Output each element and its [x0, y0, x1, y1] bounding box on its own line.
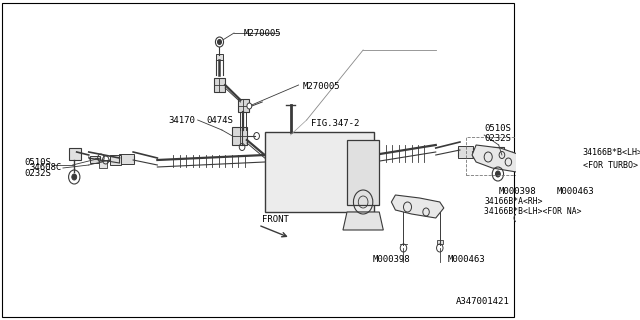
Bar: [467, 137, 532, 175]
Text: 34170: 34170: [168, 116, 195, 124]
Bar: [99, 160, 108, 168]
Text: 34166B*B<LH><FOR NA>: 34166B*B<LH><FOR NA>: [484, 207, 582, 217]
Text: M270005: M270005: [243, 28, 281, 37]
Text: M000463: M000463: [557, 188, 595, 196]
Circle shape: [72, 174, 77, 180]
Text: 34608C: 34608C: [29, 163, 61, 172]
Bar: [265, 132, 374, 212]
Circle shape: [218, 39, 221, 44]
Circle shape: [216, 37, 223, 47]
Bar: [492, 147, 504, 157]
Text: 0232S: 0232S: [484, 133, 511, 142]
Bar: [436, 240, 443, 244]
Text: M000398: M000398: [499, 188, 536, 196]
Text: 0510S: 0510S: [484, 124, 511, 132]
Text: M000463: M000463: [448, 255, 486, 265]
Bar: [214, 78, 225, 92]
Bar: [238, 99, 248, 112]
Circle shape: [247, 103, 252, 109]
Bar: [90, 156, 100, 163]
Bar: [120, 154, 134, 164]
Bar: [216, 54, 223, 60]
Polygon shape: [392, 195, 444, 218]
Text: 0510S: 0510S: [24, 157, 51, 166]
Text: 34166B*A<RH>: 34166B*A<RH>: [484, 197, 543, 206]
Text: A347001421: A347001421: [456, 298, 510, 307]
Text: FIG.347-2: FIG.347-2: [310, 118, 359, 127]
Bar: [347, 140, 380, 205]
Text: M270005: M270005: [303, 82, 340, 91]
Text: FRONT: FRONT: [262, 215, 289, 225]
Text: 0232S: 0232S: [24, 169, 51, 178]
Text: <FOR TURBO>: <FOR TURBO>: [582, 161, 637, 170]
Text: 34166B*B<LH>: 34166B*B<LH>: [582, 148, 640, 156]
Text: 0474S: 0474S: [207, 116, 234, 124]
Polygon shape: [472, 145, 525, 172]
Bar: [68, 148, 81, 160]
Text: M000398: M000398: [373, 255, 410, 265]
Bar: [109, 155, 121, 165]
Polygon shape: [343, 212, 383, 230]
Bar: [232, 127, 247, 145]
Bar: [541, 210, 548, 214]
Bar: [458, 146, 473, 158]
Circle shape: [495, 171, 500, 177]
